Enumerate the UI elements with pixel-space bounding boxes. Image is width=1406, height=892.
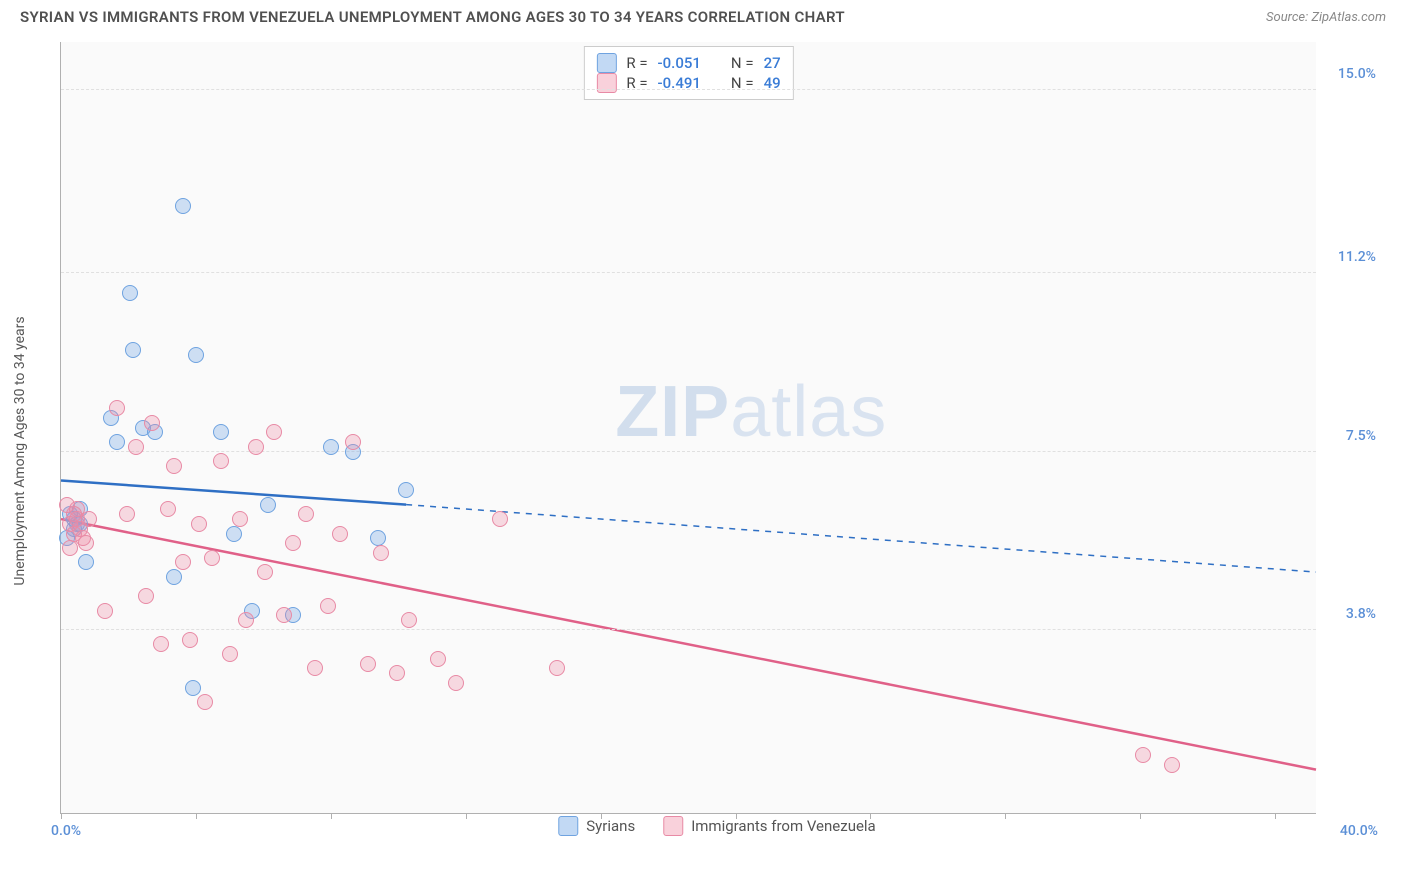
correlation-box: R =-0.051N =27R =-0.491N =49: [583, 46, 793, 100]
y-tick-label: 3.8%: [1346, 606, 1376, 622]
scatter-point: [81, 511, 97, 527]
series-legend: Syrians Immigrants from Venezuela: [558, 816, 875, 836]
scatter-point: [260, 497, 276, 513]
watermark-light: atlas: [730, 372, 887, 452]
correlation-row: R = -0.051 N = 27: [596, 53, 780, 73]
chart-container: Unemployment Among Ages 30 to 34 years Z…: [48, 42, 1386, 844]
scatter-point: [266, 424, 282, 440]
scatter-point: [448, 675, 464, 691]
legend-item: Syrians: [558, 816, 635, 836]
y-tick-label: 11.2%: [1338, 249, 1376, 265]
x-tick: [466, 813, 467, 819]
n-value: 27: [764, 54, 781, 72]
x-tick: [61, 813, 62, 819]
scatter-point: [153, 636, 169, 652]
n-label: N =: [731, 54, 754, 72]
legend-swatch: [663, 816, 683, 836]
scatter-point: [204, 550, 220, 566]
scatter-point: [197, 694, 213, 710]
source-name: ZipAtlas.com: [1311, 10, 1386, 25]
gridline-h: [61, 89, 1316, 90]
x-tick: [331, 813, 332, 819]
source-prefix: Source:: [1266, 10, 1311, 25]
scatter-point: [1135, 747, 1151, 763]
legend-swatch: [596, 53, 616, 73]
scatter-point: [401, 612, 417, 628]
scatter-point: [307, 660, 323, 676]
source-attribution: Source: ZipAtlas.com: [1266, 10, 1386, 25]
x-max-label: 40.0%: [1340, 823, 1378, 839]
r-value: -0.051: [658, 54, 701, 72]
scatter-point: [122, 285, 138, 301]
x-tick: [1140, 813, 1141, 819]
scatter-point: [191, 516, 207, 532]
plot-area: ZIPatlas R =-0.051N =27R =-0.491N =49 0.…: [60, 42, 1316, 814]
scatter-point: [238, 612, 254, 628]
scatter-point: [257, 564, 273, 580]
scatter-point: [166, 458, 182, 474]
trend-lines-svg: [61, 42, 1316, 813]
y-tick-label: 7.5%: [1346, 428, 1376, 444]
scatter-point: [97, 603, 113, 619]
scatter-point: [166, 569, 182, 585]
scatter-point: [226, 526, 242, 542]
scatter-point: [360, 656, 376, 672]
x-origin-label: 0.0%: [51, 823, 81, 839]
scatter-point: [298, 506, 314, 522]
gridline-h: [61, 272, 1316, 273]
scatter-point: [185, 680, 201, 696]
legend-label: Syrians: [586, 817, 635, 835]
scatter-point: [332, 526, 348, 542]
scatter-point: [398, 482, 414, 498]
scatter-point: [213, 453, 229, 469]
scatter-point: [188, 347, 204, 363]
scatter-point: [276, 607, 292, 623]
chart-title: SYRIAN VS IMMIGRANTS FROM VENEZUELA UNEM…: [20, 8, 845, 26]
x-tick: [196, 813, 197, 819]
scatter-point: [160, 501, 176, 517]
scatter-point: [248, 439, 264, 455]
scatter-point: [213, 424, 229, 440]
trend-line-solid: [61, 481, 406, 505]
scatter-point: [119, 506, 135, 522]
scatter-point: [144, 415, 160, 431]
scatter-point: [232, 511, 248, 527]
legend-label: Immigrants from Venezuela: [691, 817, 876, 835]
legend-item: Immigrants from Venezuela: [663, 816, 876, 836]
watermark: ZIPatlas: [615, 371, 887, 453]
scatter-point: [175, 554, 191, 570]
scatter-point: [285, 535, 301, 551]
trend-line-dashed: [406, 505, 1316, 572]
scatter-point: [430, 651, 446, 667]
watermark-bold: ZIP: [615, 372, 730, 452]
scatter-point: [78, 535, 94, 551]
scatter-point: [1164, 757, 1180, 773]
scatter-point: [182, 632, 198, 648]
legend-swatch: [558, 816, 578, 836]
y-axis-label: Unemployment Among Ages 30 to 34 years: [12, 316, 28, 585]
scatter-point: [109, 400, 125, 416]
gridline-h: [61, 629, 1316, 630]
r-label: R =: [626, 54, 647, 72]
scatter-point: [128, 439, 144, 455]
scatter-point: [109, 434, 125, 450]
trend-line-solid: [61, 519, 1316, 770]
scatter-point: [125, 342, 141, 358]
scatter-point: [323, 439, 339, 455]
scatter-point: [370, 530, 386, 546]
x-tick: [1275, 813, 1276, 819]
y-tick-label: 15.0%: [1338, 66, 1376, 82]
scatter-point: [222, 646, 238, 662]
scatter-point: [175, 198, 191, 214]
scatter-point: [59, 497, 75, 513]
scatter-point: [373, 545, 389, 561]
scatter-point: [389, 665, 405, 681]
scatter-point: [492, 511, 508, 527]
scatter-point: [138, 588, 154, 604]
scatter-point: [320, 598, 336, 614]
x-tick: [1005, 813, 1006, 819]
scatter-point: [345, 434, 361, 450]
scatter-point: [78, 554, 94, 570]
scatter-point: [549, 660, 565, 676]
